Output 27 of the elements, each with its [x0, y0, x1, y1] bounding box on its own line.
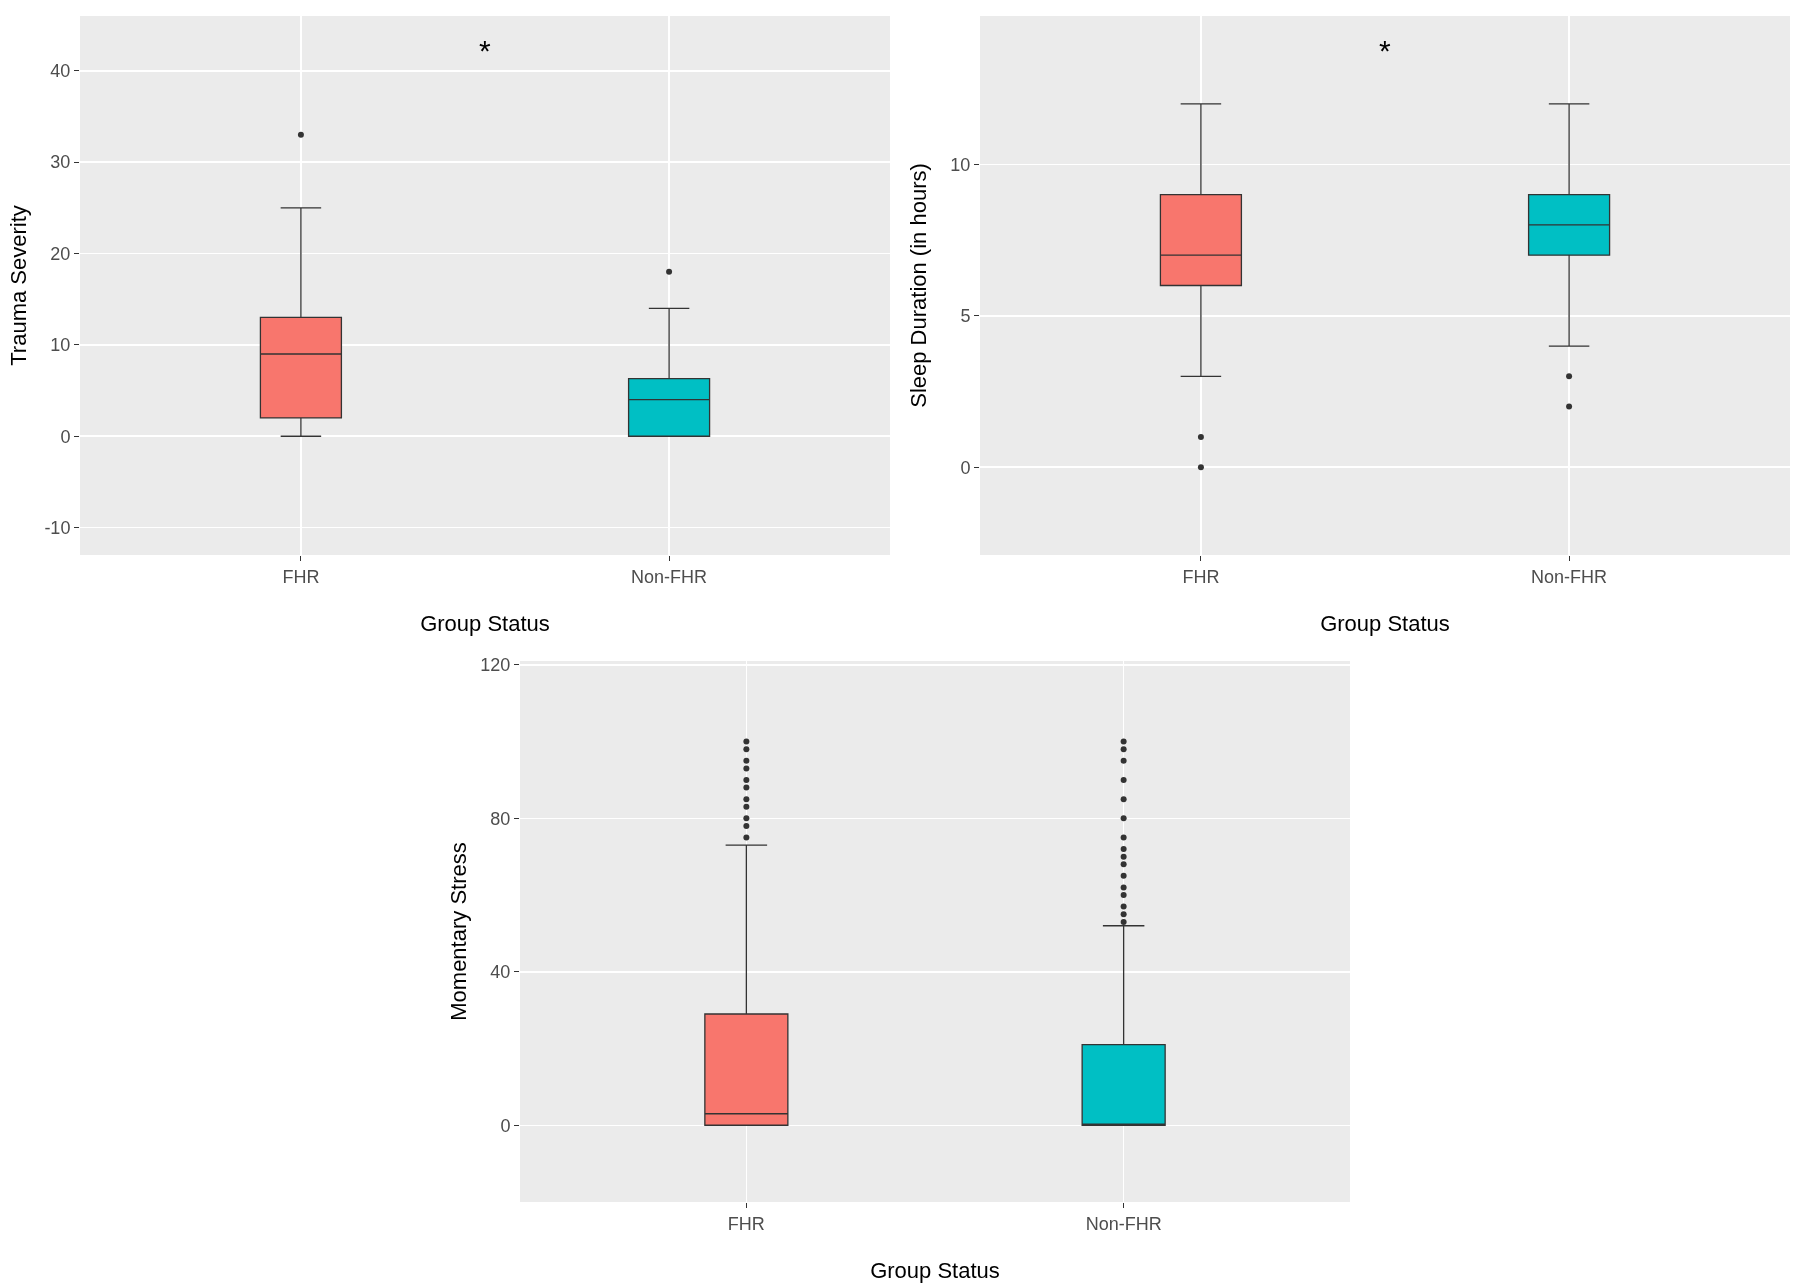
x-axis-title: Group Status — [1320, 611, 1450, 636]
annotation: * — [479, 34, 491, 67]
x-axis-title: Group Status — [420, 611, 550, 636]
y-axis-title: Momentary Stress — [446, 842, 471, 1021]
annotation: * — [1379, 34, 1391, 67]
y-axis-title: Sleep Duration (in hours) — [906, 163, 931, 408]
y-axis-title: Trauma Severity — [6, 205, 31, 366]
y-tick-label: 30 — [50, 152, 71, 173]
y-tick-label: 40 — [50, 61, 71, 82]
x-tick-label: Non-FHR — [631, 566, 708, 587]
x-tick-label: Non-FHR — [1531, 566, 1608, 587]
y-tick-label: 10 — [950, 154, 971, 175]
y-tick-label: 0 — [960, 457, 971, 478]
y-tick-label: 10 — [50, 335, 71, 356]
y-tick-label: 80 — [490, 808, 511, 829]
y-tick-label: 40 — [490, 962, 511, 983]
y-tick-label: 0 — [500, 1115, 511, 1136]
x-tick-label: FHR — [727, 1213, 765, 1234]
x-tick-label: FHR — [1182, 566, 1220, 587]
y-tick-label: 0 — [60, 426, 71, 447]
x-tick-label: FHR — [282, 566, 320, 587]
y-tick-label: 120 — [480, 655, 511, 676]
y-tick-label: -10 — [44, 517, 71, 538]
y-tick-label: 5 — [960, 306, 971, 327]
x-axis-title: Group Status — [870, 1258, 1000, 1283]
y-tick-label: 20 — [50, 243, 71, 264]
x-tick-label: Non-FHR — [1085, 1213, 1162, 1234]
